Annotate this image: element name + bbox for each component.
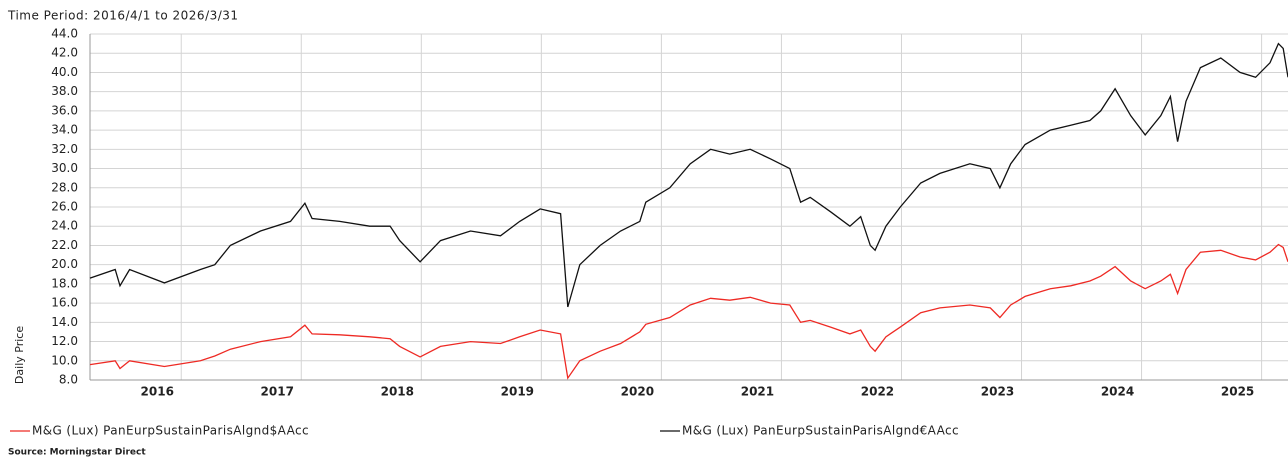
y-tick-label: 28.0 bbox=[51, 180, 78, 194]
y-tick-label: 22.0 bbox=[51, 238, 78, 252]
x-tick-label: 2019 bbox=[501, 385, 534, 399]
y-tick-label: 34.0 bbox=[51, 123, 78, 137]
y-tick-label: 32.0 bbox=[51, 142, 78, 156]
x-tick-label: 2024 bbox=[1101, 385, 1134, 399]
series-line bbox=[89, 42, 1288, 308]
y-tick-label: 14.0 bbox=[51, 315, 78, 329]
y-tick-label: 20.0 bbox=[51, 257, 78, 271]
y-tick-label: 42.0 bbox=[51, 46, 78, 60]
y-tick-label: 26.0 bbox=[51, 200, 78, 214]
source: Source: Morningstar Direct bbox=[8, 448, 146, 458]
x-tick-label: 2023 bbox=[981, 385, 1014, 399]
series-line bbox=[89, 243, 1288, 380]
y-tick-label: 38.0 bbox=[51, 84, 78, 98]
x-tick-label: 2017 bbox=[261, 385, 294, 399]
legend-label: M&G (Lux) PanEurpSustainParisAlgnd$AAcc bbox=[32, 424, 309, 438]
y-tick-label: 36.0 bbox=[51, 103, 78, 117]
y-tick-label: 30.0 bbox=[51, 161, 78, 175]
chart-title: Time Period: 2016/4/1 to 2026/3/31 bbox=[7, 9, 239, 23]
legend-label: M&G (Lux) PanEurpSustainParisAlgnd€AAcc bbox=[682, 424, 959, 438]
y-tick-label: 16.0 bbox=[51, 296, 78, 310]
y-tick-label: 24.0 bbox=[51, 219, 78, 233]
y-tick-label: 8.0 bbox=[59, 373, 78, 387]
x-tick-label: 2020 bbox=[621, 385, 654, 399]
x-tick-label: 2025 bbox=[1221, 385, 1254, 399]
y-tick-label: 12.0 bbox=[51, 334, 78, 348]
y-tick-label: 44.0 bbox=[51, 27, 78, 41]
y-tick-label: 40.0 bbox=[51, 65, 78, 79]
y-tick-label: 18.0 bbox=[51, 276, 78, 290]
x-tick-label: 2022 bbox=[861, 385, 894, 399]
x-tick-label: 2018 bbox=[381, 385, 414, 399]
x-tick-label: 2021 bbox=[741, 385, 774, 399]
x-tick-label: 2016 bbox=[141, 385, 174, 399]
y-tick-label: 10.0 bbox=[51, 353, 78, 367]
y-axis-label: Daily Price bbox=[13, 326, 26, 384]
